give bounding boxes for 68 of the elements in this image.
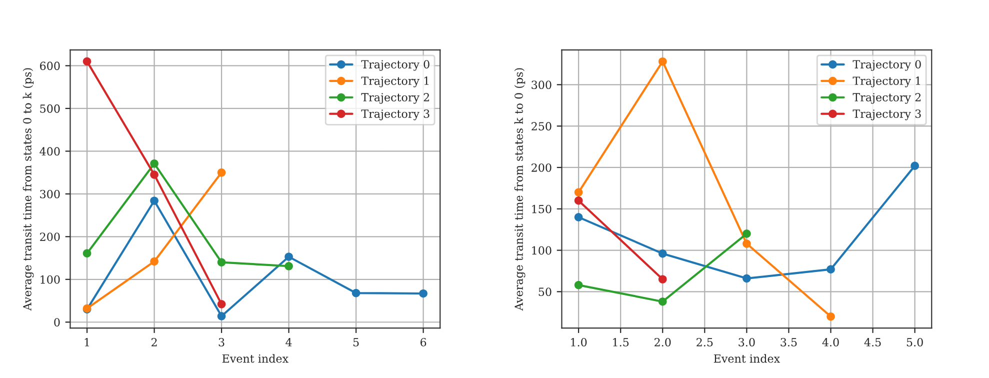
point	[742, 239, 751, 248]
x-tick-label: 4.5	[864, 338, 881, 346]
x-axis-title: Event index	[714, 354, 780, 363]
point	[82, 249, 92, 258]
point	[284, 252, 293, 261]
y-tick-label: 250	[532, 122, 552, 130]
point	[658, 297, 667, 306]
y-tick-label: 100	[532, 246, 552, 255]
y-tick-label: 0	[54, 318, 60, 326]
x-tick-label: 1	[84, 338, 89, 346]
x-tick-label: 3.5	[780, 338, 797, 346]
point	[742, 230, 751, 238]
point	[910, 162, 919, 170]
x-tick-label: 5	[353, 338, 359, 346]
legend-label: Trajectory 1	[852, 76, 920, 88]
x-tick-label: 3.0	[738, 338, 755, 346]
y-tick-label: 150	[532, 204, 552, 214]
legend-label: Trajectory 3	[852, 109, 921, 120]
x-tick-label: 3	[218, 338, 224, 346]
y-tick-label: 400	[40, 147, 60, 156]
y-axis-title: Average transit time from states 0 to k (ps)	[22, 68, 34, 311]
x-tick-label: 5.0	[906, 338, 923, 346]
point	[419, 289, 428, 298]
x-tick-label: 2	[152, 338, 157, 346]
y-tick-label: 300	[532, 80, 552, 90]
point	[284, 262, 293, 270]
point	[574, 212, 583, 222]
y-tick-label: 50	[538, 288, 552, 296]
point	[217, 168, 226, 177]
point	[217, 312, 226, 320]
x-tick-label: 1.5	[613, 338, 629, 346]
point	[217, 258, 226, 266]
point	[150, 196, 158, 205]
point	[742, 274, 751, 283]
point	[826, 265, 835, 274]
point	[150, 170, 158, 179]
point	[574, 280, 583, 290]
y-tick-label: 300	[40, 190, 60, 198]
legend-label: Trajectory 2	[361, 93, 430, 104]
point	[826, 312, 835, 321]
legend-label: Trajectory 3	[361, 109, 430, 120]
y-tick-label: 200	[532, 163, 552, 172]
point	[658, 57, 667, 66]
x-tick-label: 2.0	[654, 338, 671, 346]
y-tick-label: 500	[40, 104, 60, 113]
point	[574, 196, 583, 205]
x-tick-label: 4.0	[822, 338, 839, 346]
y-tick-label: 600	[40, 62, 60, 70]
point	[150, 257, 158, 266]
legend-label: Trajectory 0	[361, 60, 430, 71]
y-axis-title: Average transit time from states k to 0 (ps)	[514, 68, 526, 311]
x-tick-label: 4	[286, 338, 292, 346]
legend-label: Trajectory 2	[852, 93, 921, 104]
legend-label: Trajectory 0	[852, 60, 921, 71]
point	[658, 249, 667, 258]
point	[658, 275, 667, 284]
y-tick-label: 200	[40, 232, 60, 242]
x-tick-label: 6	[420, 338, 426, 346]
point	[352, 288, 360, 298]
point	[150, 159, 158, 168]
point	[574, 188, 583, 196]
point	[82, 57, 92, 66]
x-tick-label: 2.5	[696, 338, 713, 346]
x-tick-label: 1.0	[571, 338, 587, 346]
y-tick-label: 100	[40, 275, 60, 284]
legend-label: Trajectory 1	[361, 76, 429, 88]
x-axis-title: Event index	[222, 354, 288, 363]
point	[217, 300, 226, 308]
